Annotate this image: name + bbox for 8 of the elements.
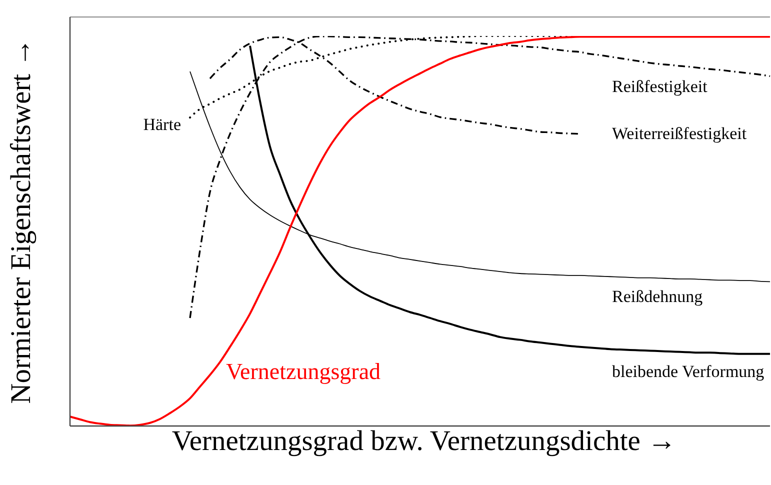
series-label: Härte	[143, 114, 181, 134]
y-axis-title: Normierter Eigenschaftswert →	[6, 38, 37, 404]
series-label: Vernetzungsgrad	[226, 358, 381, 384]
series-label: bleibende Verformung	[612, 362, 764, 381]
series-label: Weiterreißfestigkeit	[612, 124, 747, 143]
series-label: Reißdehnung	[612, 286, 703, 306]
series-label: Reißfestigkeit	[612, 76, 708, 96]
x-axis-title: Vernetzungsgrad bzw. Vernetzungsdichte →	[172, 426, 676, 457]
